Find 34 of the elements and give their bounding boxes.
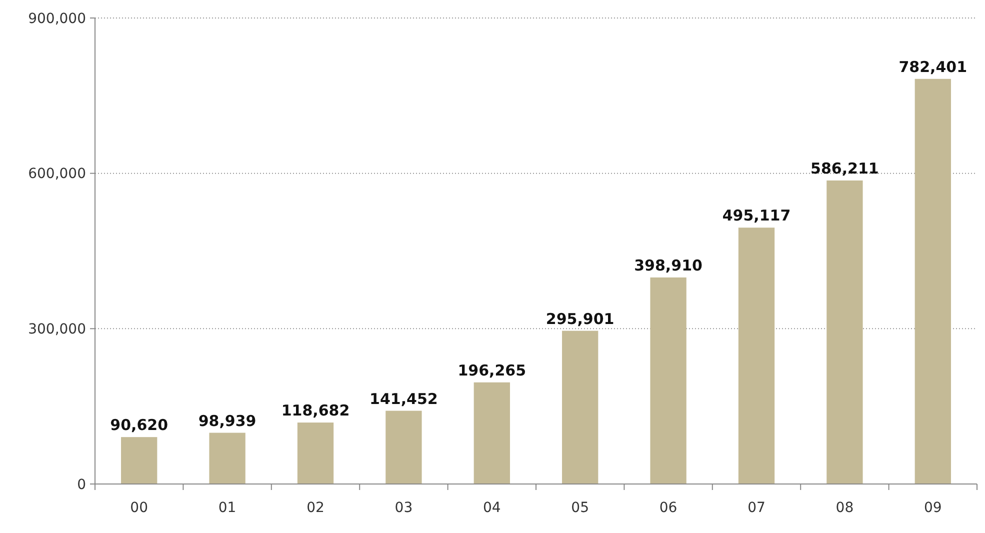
bar [121,437,158,484]
x-tick-label: 07 [748,500,766,516]
x-tick-label: 09 [924,500,942,516]
data-label: 141,452 [370,390,438,408]
x-tick-label: 08 [836,500,854,516]
data-label: 118,682 [281,402,350,420]
data-label: 398,910 [634,256,702,274]
bar [826,180,863,484]
bar [914,78,951,484]
data-label: 295,901 [546,310,614,328]
data-label: 782,401 [898,58,968,76]
data-label: 98,939 [198,412,256,430]
bar [738,228,775,484]
bar [562,330,598,484]
data-label: 586,211 [810,159,879,178]
y-tick-label: 600,000 [28,166,86,182]
data-label: 196,265 [458,361,526,380]
x-tick-label: 02 [306,500,324,516]
bar [386,410,422,484]
x-tick-label: 04 [482,500,501,516]
bar [650,277,686,484]
data-label: 495,117 [722,206,791,225]
bar [474,382,510,484]
bar [209,432,246,484]
y-tick-label: 900,000 [28,10,86,27]
y-tick-label: 0 [77,476,86,493]
bar [297,422,334,484]
data-label: 90,620 [110,416,168,434]
x-tick-label: 00 [130,500,148,516]
x-tick-label: 01 [218,500,236,516]
x-tick-label: 03 [394,500,413,516]
x-tick-label: 05 [571,500,590,516]
x-tick-label: 06 [659,500,678,516]
y-tick-label: 300,000 [28,322,86,338]
